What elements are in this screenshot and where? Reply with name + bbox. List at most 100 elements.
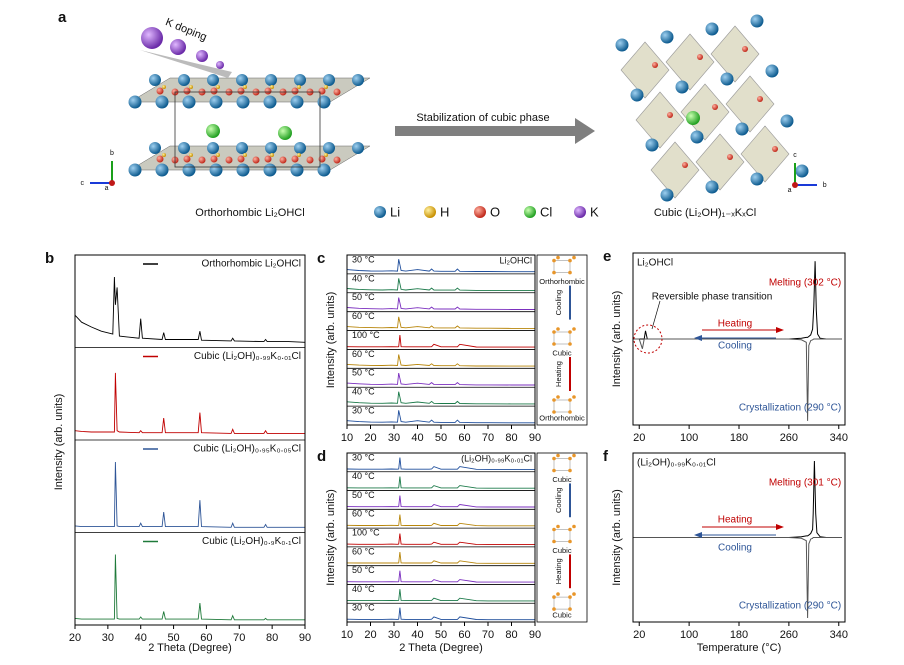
x-tick-label: 10: [341, 629, 353, 641]
atom: [318, 87, 326, 95]
atom: [667, 112, 673, 118]
atom: [297, 85, 301, 89]
strip-label: 30 °C: [352, 254, 375, 264]
atom: [675, 80, 689, 94]
cube-atom: [568, 456, 572, 461]
legend-label: H: [440, 204, 449, 219]
annotation: Heating: [718, 319, 752, 330]
y-axis-title: Intensity (arb. units): [53, 394, 65, 491]
legend-label: Cubic (Li₂OH)₀.₉₉K₀.₀₁Cl: [194, 351, 301, 362]
atom: [210, 87, 218, 95]
atom: [170, 39, 186, 55]
schematic-label: Cooling: [554, 488, 563, 513]
legend-label: Orthorhombic Li₂OHCl: [202, 259, 301, 270]
atom: [352, 142, 364, 154]
octahedron: [695, 133, 745, 191]
octahedron: [665, 33, 715, 91]
atom: [333, 88, 341, 96]
atom: [720, 72, 734, 86]
panel-label: f: [603, 448, 609, 465]
atom: [182, 163, 196, 177]
atom: [243, 153, 247, 157]
x-tick-label: 40: [135, 632, 147, 644]
strip-label: 60 °C: [352, 546, 375, 556]
xrd-trace: [74, 554, 305, 621]
panel-annotation: Li₂OHCl: [500, 255, 533, 265]
xrd-trace: [346, 570, 535, 583]
atom: [318, 155, 326, 163]
strip-label: 30 °C: [352, 452, 375, 462]
atom: [324, 85, 328, 89]
x-tick-label: 30: [388, 629, 400, 641]
strip-label: 60 °C: [352, 509, 375, 519]
axis-dot: [109, 180, 115, 186]
legend-label: K: [590, 204, 599, 219]
octahedron: [725, 75, 775, 133]
cube-atom: [552, 258, 556, 263]
atom: [750, 14, 764, 28]
atom: [690, 130, 704, 144]
annotation: Crystallization (290 °C): [739, 403, 841, 414]
atom: [182, 95, 196, 109]
panel-annotation: (Li₂OH)₀.₉₉K₀.₀₁Cl: [461, 453, 532, 463]
atom: [196, 50, 208, 62]
x-tick-label: 30: [102, 632, 114, 644]
atom: [128, 95, 142, 109]
cube-atom: [556, 395, 560, 399]
dsc-curve: [633, 261, 842, 340]
atom: [236, 142, 248, 154]
xrd-trace: [346, 391, 535, 405]
atom: [735, 122, 749, 136]
cube-atom: [572, 453, 576, 458]
schematic-label: Orthorhombic: [539, 413, 585, 422]
axis-dot: [792, 182, 798, 188]
strip-label: 50 °C: [352, 368, 375, 378]
x-tick-label: 20: [364, 432, 376, 444]
atom: [630, 88, 644, 102]
atom: [237, 87, 245, 95]
plot-frame: [346, 254, 536, 426]
atom: [757, 96, 763, 102]
axis-letter: c: [793, 152, 797, 159]
cube-atom: [556, 524, 560, 529]
atom: [290, 163, 304, 177]
panel-title: Li₂OHCl: [637, 258, 673, 269]
schematic-label: Cubic: [552, 610, 571, 619]
atom: [727, 154, 733, 160]
schematic-label: Cubic: [552, 546, 571, 555]
schematic-box: [536, 254, 588, 426]
atom: [210, 155, 218, 163]
atom: [155, 95, 169, 109]
strip-label: 100 °C: [352, 527, 380, 537]
atom: [317, 95, 331, 109]
atom: [652, 62, 658, 68]
atom: [141, 27, 163, 49]
xrd-trace: [346, 552, 535, 564]
xrd-trace: [346, 278, 535, 292]
panel-label: a: [58, 9, 67, 26]
axis-letter: b: [110, 150, 114, 157]
xrd-trace: [346, 316, 535, 329]
atom: [750, 172, 764, 186]
xrd-trace: [346, 476, 535, 489]
panel-label: b: [45, 250, 54, 267]
cube-atom: [568, 330, 572, 334]
strip-label: 40 °C: [352, 273, 375, 283]
x-tick-label: 10: [341, 432, 353, 444]
atom: [183, 87, 191, 95]
annotation: Melting (301 °C): [769, 478, 841, 489]
atom: [352, 74, 364, 86]
octahedron: [650, 141, 700, 199]
cube-atom: [552, 595, 556, 599]
atom: [252, 156, 260, 164]
atom: [178, 74, 190, 86]
arrow-head: [694, 335, 702, 341]
annotation: Melting (302 °C): [769, 278, 841, 289]
x-tick-label: 70: [482, 432, 494, 444]
plot-frame: [346, 452, 536, 623]
cube-icon: [553, 331, 571, 345]
x-tick-label: 20: [633, 432, 645, 444]
atom: [324, 153, 328, 157]
xrd-trace: [74, 372, 305, 434]
